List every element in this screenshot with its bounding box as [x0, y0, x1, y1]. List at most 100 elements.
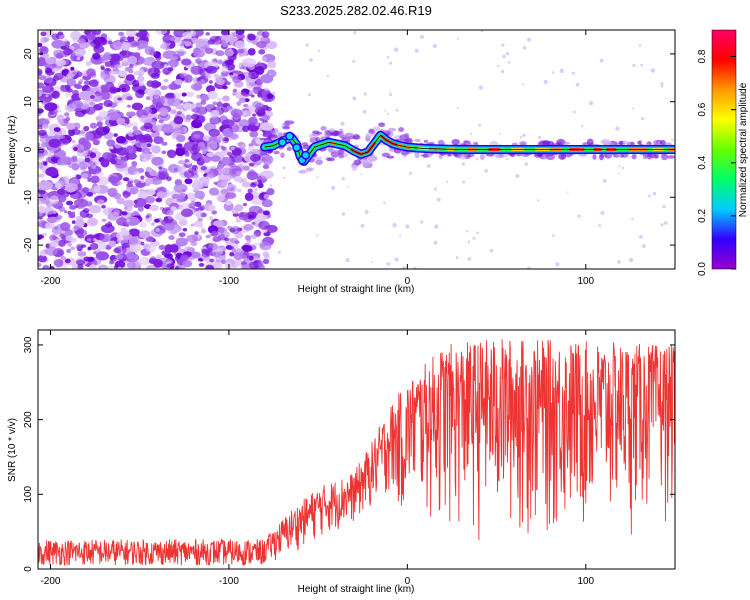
noise-blob — [247, 48, 256, 56]
noise-blob — [138, 69, 145, 75]
noise-blob — [60, 222, 71, 232]
noise-blob — [144, 178, 154, 185]
noise-blob — [57, 59, 63, 64]
sparse-dot — [409, 171, 413, 175]
halo-blob — [661, 153, 668, 161]
noise-blob — [241, 57, 257, 68]
noise-blob — [191, 37, 199, 44]
sparse-dot — [522, 83, 525, 86]
noise-blob — [245, 77, 252, 84]
noise-blob — [129, 243, 142, 253]
noise-blob — [264, 87, 270, 91]
noise-blob — [126, 111, 131, 117]
halo-blob — [329, 127, 335, 133]
noise-blob — [162, 34, 175, 44]
noise-blob — [117, 266, 123, 269]
noise-blob — [217, 59, 223, 65]
noise-blob — [71, 143, 85, 153]
noise-blob — [248, 255, 254, 261]
sparse-dot — [309, 58, 313, 62]
noise-blob — [152, 177, 158, 182]
noise-blob — [152, 124, 164, 132]
noise-blob — [114, 260, 126, 269]
noise-blob — [144, 189, 150, 193]
noise-blob — [244, 235, 252, 241]
colorbar-tick-label: 0.6 — [697, 102, 708, 116]
noise-blob — [125, 145, 137, 154]
noise-blob — [140, 175, 145, 180]
noise-blob — [193, 133, 201, 139]
noise-blob — [229, 123, 240, 133]
noise-blob — [140, 241, 145, 246]
sparse-dot — [628, 258, 634, 263]
sparse-dot — [618, 165, 621, 168]
noise-blob — [121, 211, 128, 216]
sparse-dot — [640, 63, 643, 67]
halo-blob — [365, 132, 373, 139]
noise-blob — [116, 217, 128, 226]
noise-blob — [73, 83, 81, 89]
sparse-dot — [478, 85, 483, 90]
noise-blob — [241, 181, 252, 188]
sparse-dot — [480, 30, 484, 33]
noise-blob — [236, 33, 245, 40]
noise-blob — [221, 149, 229, 156]
sparse-dot — [543, 79, 548, 84]
noise-blob — [109, 211, 120, 221]
noise-blob — [78, 90, 94, 101]
noise-blob — [242, 125, 250, 133]
spectrogram-x-tick-label: 100 — [577, 276, 594, 287]
noise-blob — [161, 250, 168, 256]
noise-blob — [182, 102, 193, 111]
noise-blob — [83, 80, 91, 86]
noise-blob — [221, 167, 233, 176]
snr-y-tick-label: 200 — [23, 411, 34, 428]
sparse-dot — [389, 93, 393, 97]
noise-blob — [197, 77, 202, 82]
noise-blob — [83, 125, 90, 132]
noise-blob — [108, 260, 115, 265]
noise-blob — [38, 68, 43, 76]
spectrogram-x-tick-label: 0 — [405, 276, 411, 287]
sparse-dot — [455, 256, 459, 260]
sparse-dot — [433, 240, 438, 245]
noise-blob — [230, 108, 243, 118]
sparse-dot — [489, 248, 494, 253]
noise-blob — [60, 156, 72, 164]
noise-blob — [190, 113, 200, 120]
noise-blob — [139, 115, 151, 124]
noise-blob — [128, 186, 140, 194]
halo-blob — [308, 133, 318, 139]
noise-blob — [260, 170, 274, 180]
sparse-dot — [472, 236, 476, 240]
halo-blob — [618, 140, 624, 146]
noise-blob — [86, 68, 96, 77]
noise-blob — [90, 95, 95, 99]
sparse-dot — [559, 68, 564, 74]
sparse-dot — [341, 212, 346, 216]
noise-blob — [134, 197, 147, 208]
noise-blob — [88, 204, 102, 214]
noise-blob — [160, 44, 167, 50]
noise-blob — [127, 104, 131, 108]
sparse-dot — [271, 91, 276, 96]
noise-blob — [234, 93, 239, 97]
sparse-dot — [398, 234, 402, 237]
noise-blob — [126, 251, 135, 260]
spectrogram-y-tick-label: 10 — [23, 96, 34, 108]
sparse-dot — [384, 109, 386, 112]
noise-blob — [231, 148, 242, 156]
sparse-dot — [660, 82, 664, 86]
noise-blob — [176, 195, 185, 203]
noise-blob — [103, 100, 114, 108]
noise-blob — [153, 94, 160, 100]
noise-blob — [156, 191, 167, 199]
noise-blob — [198, 205, 206, 211]
halo-blob — [642, 154, 648, 160]
noise-blob — [228, 184, 233, 188]
noise-blob — [41, 124, 49, 129]
noise-blob — [97, 264, 109, 269]
noise-blob — [248, 116, 258, 126]
halo-blob — [282, 126, 291, 130]
noise-blob — [208, 80, 213, 84]
